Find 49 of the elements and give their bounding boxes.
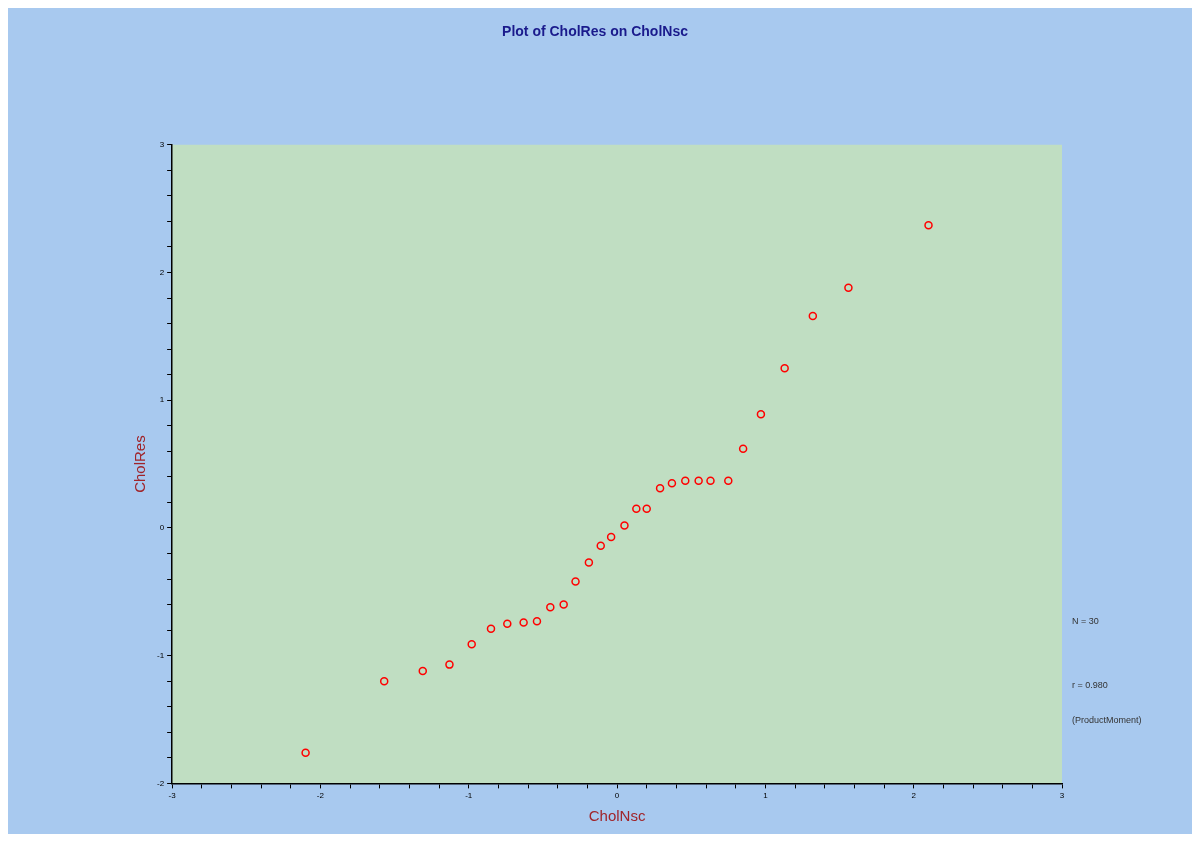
text: r = 0.980: [1072, 679, 1108, 690]
x-tick-label: 1: [763, 791, 769, 801]
y-tick-label: 2: [159, 267, 165, 277]
y-tick-label: -1: [156, 650, 165, 660]
point: [486, 624, 496, 634]
x-tick-label: 0: [614, 791, 620, 801]
y-axis-title: CholRes: [131, 435, 149, 493]
point: [584, 558, 594, 567]
y-tick-label: -2: [156, 778, 165, 788]
point: [738, 444, 748, 454]
point: [706, 476, 715, 485]
x-tick-label: -3: [168, 791, 177, 801]
x-tick-label: 2: [911, 791, 917, 801]
point: [606, 532, 616, 542]
x-tick-label: 3: [1059, 791, 1065, 801]
point: [655, 484, 665, 493]
point: [924, 221, 933, 230]
point: [571, 577, 580, 586]
x-tick-label: -2: [316, 791, 325, 801]
text: N = 30: [1072, 615, 1099, 626]
point: [519, 618, 528, 627]
y-tick-label: 3: [159, 140, 165, 149]
point: [780, 364, 789, 373]
point: [694, 476, 703, 485]
point: [379, 676, 389, 686]
point: [301, 748, 310, 757]
point: [559, 600, 568, 609]
x-axis-title: CholNsc: [588, 807, 646, 825]
point: [596, 541, 605, 551]
point: [503, 619, 512, 628]
text: (ProductMoment): [1072, 714, 1142, 725]
point: [681, 476, 690, 485]
point: [642, 504, 651, 514]
point: [532, 616, 542, 626]
point: [756, 410, 766, 419]
y-tick-label: 1: [159, 395, 165, 405]
point: [808, 311, 818, 321]
y-tick-label: 0: [159, 523, 165, 533]
point: [844, 283, 853, 293]
point: [418, 666, 428, 676]
point: [632, 504, 641, 514]
point: [467, 639, 476, 649]
point: [620, 521, 629, 530]
x-tick-label: -1: [465, 791, 473, 801]
chart-title: Plot of CholRes on CholNsc: [502, 23, 689, 40]
point: [546, 602, 555, 612]
point: [445, 660, 454, 669]
point: [724, 476, 733, 485]
point: [667, 479, 677, 488]
